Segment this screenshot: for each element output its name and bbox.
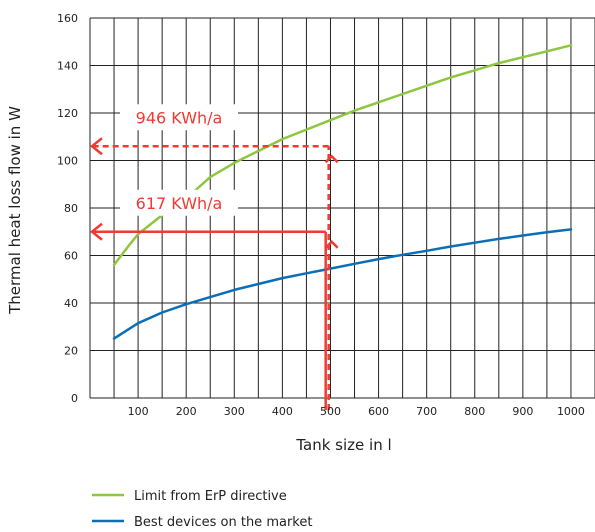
- x-tick-label: 500: [320, 405, 341, 418]
- grid: [89, 17, 595, 399]
- y-tick-label: 40: [64, 297, 78, 310]
- anno-label-bg-0: [120, 104, 238, 131]
- anno-arrowhead-up-1: [324, 239, 339, 249]
- anno-label-1: 617 KWh/a: [136, 194, 223, 213]
- tick-labels: 0 20 40 60 80 100 120 140 160 100 200 300 400 500 600 7…: [57, 12, 585, 418]
- annotation-layer: 946 KWh/a 617 KWh/a: [89, 104, 339, 410]
- y-tick-label: 100: [57, 155, 78, 168]
- x-tick-label: 100: [128, 405, 149, 418]
- anno-arrowhead-left-1: [89, 222, 103, 241]
- y-axis-title: Thermal heat loss flow in W: [6, 106, 24, 315]
- anno-label-0: 946 KWh/a: [136, 108, 223, 127]
- y-tick-label: 160: [57, 12, 78, 25]
- legend-label-best: Best devices on the market: [134, 515, 312, 530]
- x-tick-label: 400: [272, 405, 293, 418]
- x-tick-label: 800: [464, 405, 485, 418]
- x-tick-label: 700: [416, 405, 437, 418]
- anno-label-bg-1: [120, 189, 238, 216]
- x-tick-label: 1000: [557, 405, 585, 418]
- y-tick-label: 120: [57, 107, 78, 120]
- x-tick-label: 900: [512, 405, 533, 418]
- x-tick-label: 200: [176, 405, 197, 418]
- x-tick-label: 600: [368, 405, 389, 418]
- y-tick-label: 60: [64, 250, 78, 263]
- legend: Limit from ErP directive Best devices on…: [92, 489, 312, 530]
- y-tick-label: 0: [71, 392, 78, 405]
- anno-arrowhead-left-0: [89, 137, 103, 156]
- y-tick-label: 80: [64, 202, 78, 215]
- series-line-1: [112, 228, 573, 340]
- y-tick-label: 140: [57, 60, 78, 73]
- legend-label-erp: Limit from ErP directive: [134, 489, 287, 504]
- y-tick-label: 20: [64, 345, 78, 358]
- anno-arrowhead-up-0: [324, 154, 339, 164]
- x-axis-title: Tank size in l: [295, 436, 391, 454]
- x-tick-label: 300: [224, 405, 245, 418]
